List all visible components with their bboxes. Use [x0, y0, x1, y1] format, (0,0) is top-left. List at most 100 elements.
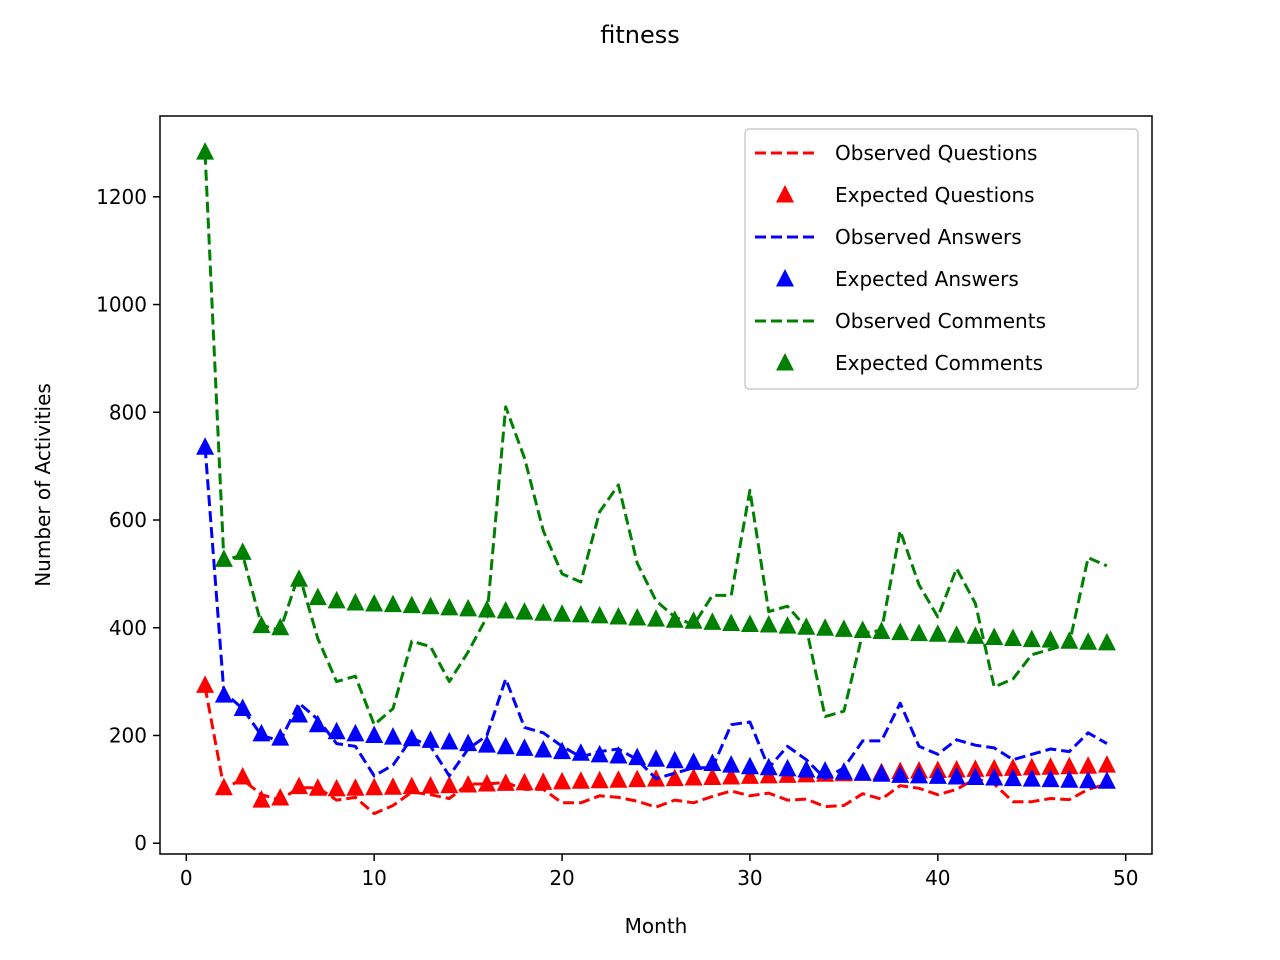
data-point-expected-comments	[553, 604, 572, 622]
series-expected-answers	[196, 437, 1116, 789]
data-point-expected-comments	[1097, 632, 1116, 651]
data-point-expected-answers	[778, 758, 797, 777]
data-point-expected-questions	[590, 770, 609, 789]
data-point-expected-answers	[665, 750, 684, 769]
data-point-expected-questions	[515, 772, 534, 791]
y-tick-label: 1000	[96, 293, 147, 317]
data-point-expected-answers	[365, 725, 384, 743]
data-point-expected-questions	[1022, 757, 1041, 776]
series-line-observed-questions	[203, 686, 1108, 816]
x-tick-label: 0	[180, 866, 193, 890]
data-point-expected-questions	[327, 778, 346, 797]
legend-label-expected-answers: Expected Answers	[835, 267, 1019, 291]
data-point-expected-comments	[966, 626, 985, 644]
data-point-expected-comments	[703, 612, 722, 630]
legend-marker-expected-questions	[776, 185, 794, 203]
data-point-expected-answers	[477, 735, 496, 753]
data-point-expected-answers	[402, 728, 421, 747]
data-point-expected-answers	[590, 744, 609, 763]
data-point-expected-answers	[290, 705, 309, 723]
data-point-expected-answers	[834, 762, 853, 780]
data-point-expected-comments	[346, 592, 365, 611]
data-point-expected-comments	[853, 620, 872, 638]
y-tick-label: 200	[109, 723, 147, 747]
data-point-expected-answers	[252, 723, 271, 742]
data-point-expected-answers	[947, 766, 966, 785]
data-point-expected-comments	[496, 601, 515, 619]
legend-label-observed-comments: Observed Comments	[835, 309, 1046, 333]
series-line-observed-comments	[203, 153, 1108, 727]
y-axis-label: Number of Activities	[31, 383, 55, 587]
data-point-expected-comments	[440, 597, 459, 616]
data-point-expected-comments	[252, 615, 271, 634]
data-point-expected-comments	[327, 590, 346, 609]
x-tick-label: 20	[549, 866, 574, 890]
legend-item-observed-questions: Observed Questions	[755, 141, 1037, 165]
data-point-expected-answers	[872, 764, 891, 782]
y-tick-label: 1200	[96, 185, 147, 209]
data-point-expected-answers	[816, 761, 835, 779]
data-point-expected-questions	[477, 773, 496, 792]
data-point-expected-answers	[1041, 769, 1060, 788]
series-observed-comments	[203, 153, 1108, 727]
data-point-expected-answers	[609, 745, 628, 764]
data-point-expected-comments	[740, 614, 759, 633]
data-point-expected-comments	[233, 542, 252, 560]
data-point-expected-questions	[571, 771, 590, 789]
data-point-expected-comments	[308, 587, 327, 606]
data-point-expected-questions	[665, 768, 684, 787]
data-point-expected-comments	[1003, 628, 1022, 647]
legend-item-observed-comments: Observed Comments	[755, 309, 1046, 333]
data-point-expected-comments	[1060, 631, 1079, 649]
x-tick-label: 50	[1113, 866, 1138, 890]
data-point-expected-questions	[740, 766, 759, 784]
legend: Observed Questions Expected Questions Obse…	[744, 128, 1139, 390]
data-point-expected-comments	[383, 594, 402, 613]
data-point-expected-comments	[534, 603, 553, 621]
series-line-observed-answers	[203, 447, 1108, 781]
y-tick-label: 600	[109, 508, 147, 532]
data-point-expected-comments	[571, 604, 590, 623]
data-point-expected-answers	[1079, 770, 1098, 789]
data-point-expected-comments	[816, 618, 835, 636]
data-point-expected-questions	[1097, 755, 1116, 773]
data-point-expected-answers	[628, 747, 647, 766]
series-expected-comments	[196, 142, 1116, 651]
data-point-expected-comments	[759, 615, 778, 633]
data-point-expected-answers	[703, 753, 722, 772]
data-point-expected-answers	[1022, 769, 1041, 787]
legend-label-observed-answers: Observed Answers	[835, 225, 1022, 249]
data-point-expected-answers	[891, 765, 910, 783]
data-point-expected-questions	[308, 778, 327, 796]
data-point-expected-questions	[383, 777, 402, 795]
x-tick-label: 40	[925, 866, 950, 890]
x-axis-label: Month	[625, 914, 688, 938]
legend-label-observed-questions: Observed Questions	[835, 141, 1037, 165]
data-point-expected-answers	[440, 731, 459, 750]
data-point-expected-comments	[477, 599, 496, 618]
data-point-expected-comments	[947, 625, 966, 643]
data-point-expected-comments	[290, 569, 309, 587]
data-point-expected-comments	[365, 594, 384, 612]
data-point-expected-questions	[346, 778, 365, 796]
data-point-expected-answers	[496, 736, 515, 755]
data-point-expected-questions	[271, 787, 290, 806]
data-point-expected-questions	[421, 776, 440, 794]
data-point-expected-questions	[252, 790, 271, 808]
data-point-expected-comments	[402, 595, 421, 614]
data-point-expected-answers	[327, 721, 346, 740]
data-point-expected-answers	[684, 752, 703, 770]
data-point-expected-questions	[1060, 756, 1079, 775]
data-point-expected-comments	[722, 613, 741, 631]
data-point-expected-questions	[1079, 756, 1098, 774]
data-point-expected-questions	[1003, 758, 1022, 776]
data-point-expected-questions	[684, 768, 703, 786]
data-point-expected-comments	[421, 596, 440, 615]
data-point-expected-questions	[609, 770, 628, 788]
data-point-expected-comments	[834, 619, 853, 637]
data-point-expected-comments	[590, 605, 609, 624]
data-point-expected-questions	[534, 772, 553, 790]
data-point-expected-questions	[440, 775, 459, 794]
series-observed-answers	[203, 447, 1108, 781]
